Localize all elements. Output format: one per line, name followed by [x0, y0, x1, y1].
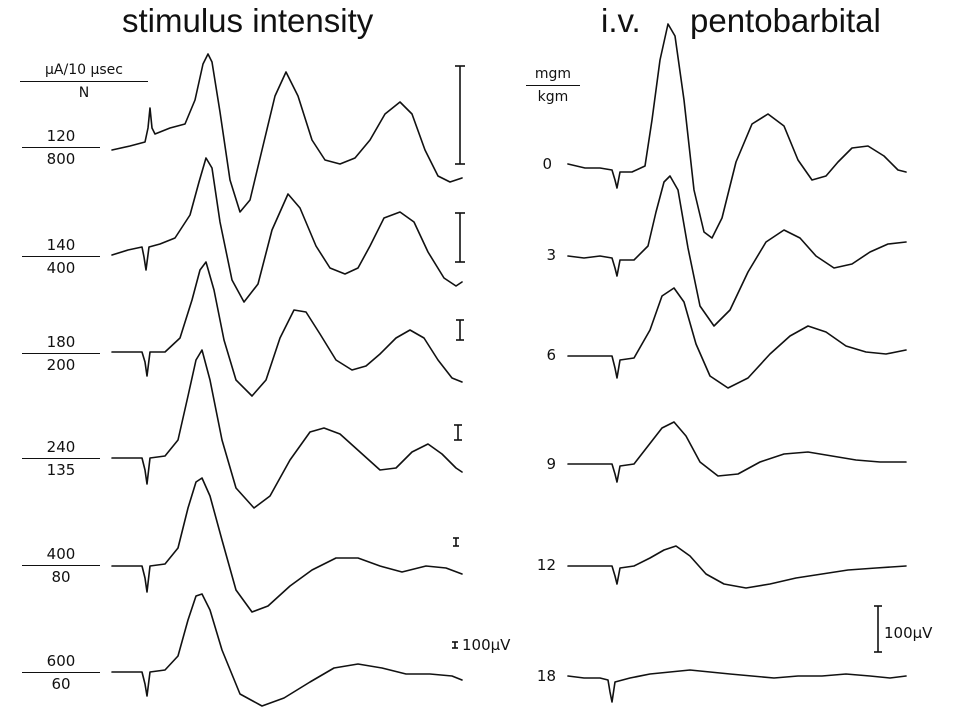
row-label-2: 140 400: [22, 236, 100, 277]
row-label-4-den: 135: [46, 461, 76, 479]
right-panel-title-prefix: i.v.: [601, 2, 641, 39]
right-trace-5: [567, 545, 907, 589]
row-label-1-num: 120: [22, 127, 100, 148]
row-label-6-num: 600: [22, 652, 100, 673]
row-label-5-den: 80: [51, 568, 71, 586]
left-trace-4: [111, 349, 463, 509]
left-trace-5: [111, 477, 463, 613]
right-header-denominator: kgm: [537, 89, 569, 105]
left-trace-6: [111, 593, 463, 707]
left-trace-3: [111, 261, 463, 397]
row-label-6: 600 60: [22, 652, 100, 693]
dose-label-2: 3: [546, 246, 556, 264]
left-scale-label: 100μV: [462, 636, 511, 654]
right-panel-title: pentobarbital: [690, 2, 881, 39]
right-trace-4: [567, 421, 907, 483]
row-label-4-num: 240: [22, 438, 100, 459]
row-label-2-num: 140: [22, 236, 100, 257]
right-scale-label: 100μV: [884, 624, 933, 642]
left-header-denominator: N: [78, 85, 90, 101]
left-panel-title: stimulus intensity: [122, 2, 374, 39]
dose-label-4: 9: [546, 455, 556, 473]
right-trace-1: [567, 23, 907, 239]
right-header-numerator: mgm: [526, 66, 580, 86]
left-header-units: μA/10 μsec N: [20, 62, 148, 101]
right-trace-6: [567, 669, 907, 703]
row-label-2-den: 400: [46, 259, 76, 277]
right-header-units: mgm kgm: [526, 66, 580, 105]
row-label-5-num: 400: [22, 545, 100, 566]
row-label-4: 240 135: [22, 438, 100, 479]
right-trace-2: [567, 175, 907, 327]
left-trace-1: [111, 53, 463, 213]
dose-label-3: 6: [546, 346, 556, 364]
dose-label-6: 18: [536, 667, 556, 685]
dose-label-5: 12: [536, 556, 556, 574]
left-trace-2: [111, 157, 463, 303]
right-trace-3: [567, 287, 907, 389]
row-label-3-den: 200: [46, 356, 76, 374]
row-label-5: 400 80: [22, 545, 100, 586]
row-label-1-den: 800: [46, 150, 76, 168]
left-header-numerator: μA/10 μsec: [20, 62, 148, 82]
row-label-1: 120 800: [22, 127, 100, 168]
dose-label-1: 0: [542, 155, 552, 173]
row-label-3-num: 180: [22, 333, 100, 354]
row-label-6-den: 60: [51, 675, 71, 693]
row-label-3: 180 200: [22, 333, 100, 374]
